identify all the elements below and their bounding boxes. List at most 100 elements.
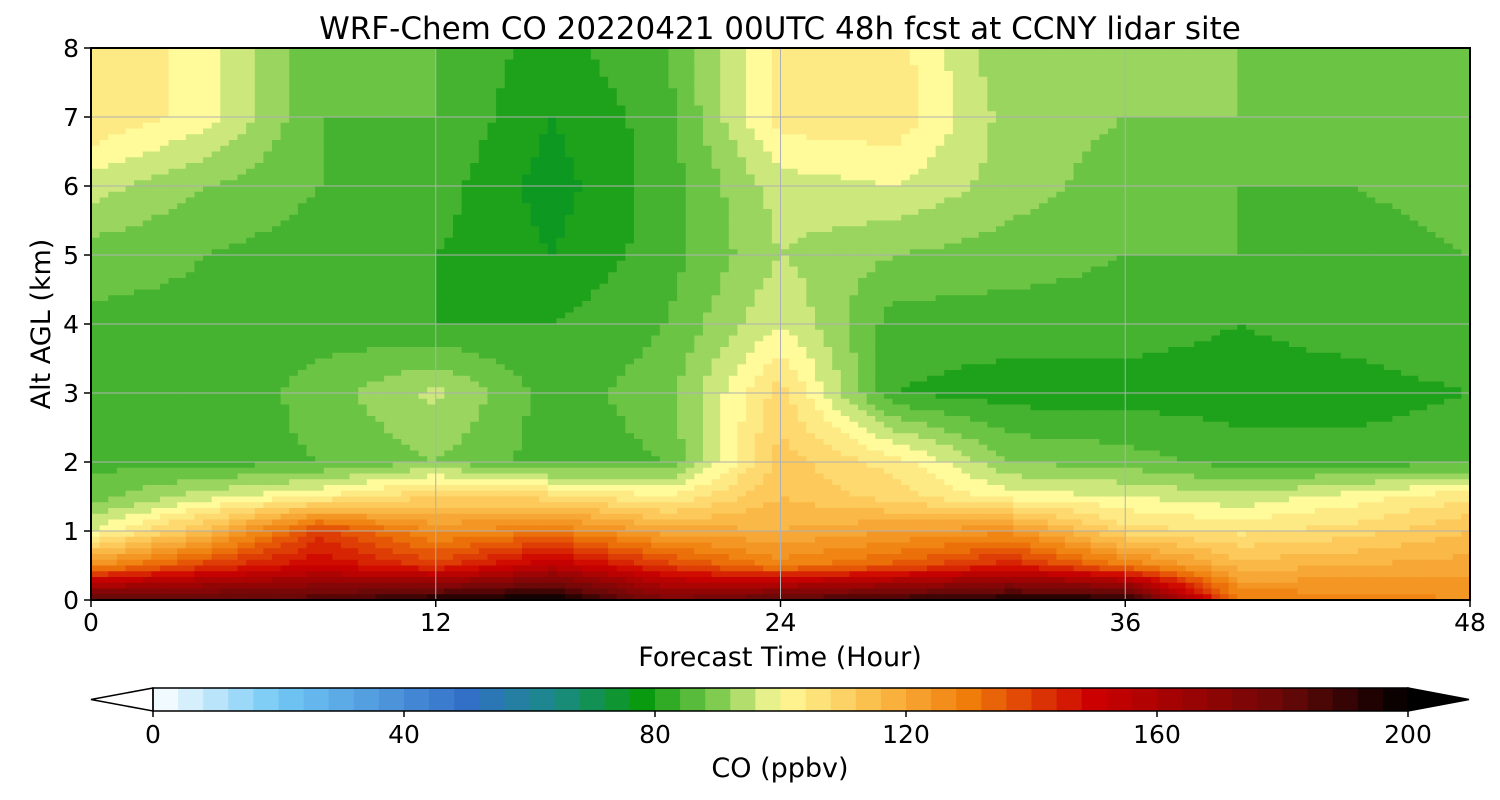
contour-cell [1323, 128, 1333, 135]
contour-cell [1176, 203, 1187, 210]
contour-cell [452, 174, 463, 181]
contour-cell [1332, 140, 1342, 147]
contour-cell [987, 88, 997, 95]
contour-cell [616, 209, 626, 216]
contour-cell [435, 197, 445, 204]
contour-cell [392, 65, 402, 72]
contour-cell [547, 88, 558, 95]
contour-cell [237, 186, 247, 193]
contour-cell [1220, 209, 1230, 216]
contour-cell [271, 82, 282, 89]
contour-cell [409, 94, 420, 101]
contour-cell [1013, 174, 1023, 181]
contour-cell [987, 140, 997, 147]
contour-cell [625, 151, 635, 158]
contour-cell [297, 134, 308, 141]
contour-cell [573, 145, 583, 153]
contour-cell [332, 99, 342, 107]
contour-cell [1383, 180, 1394, 187]
contour-cell [427, 59, 437, 66]
contour-cell [1245, 99, 1256, 107]
contour-cell [1280, 145, 1290, 153]
contour-cell [1263, 48, 1273, 55]
contour-cell [590, 140, 601, 147]
contour-cell [1133, 157, 1144, 164]
contour-cell [461, 140, 471, 147]
contour-cell [1013, 111, 1023, 118]
contour-cell [487, 191, 497, 199]
contour-cell [995, 140, 1006, 147]
contour-cell [832, 197, 842, 204]
contour-cell [1340, 191, 1350, 199]
contour-cell [659, 209, 670, 216]
contour-cell [935, 197, 945, 204]
contour-cell [1116, 59, 1126, 66]
contour-cell [995, 128, 1006, 135]
contour-cell [168, 226, 178, 233]
contour-cell [952, 180, 963, 187]
contour-cell [711, 191, 721, 199]
contour-cell [1357, 214, 1368, 222]
contour-cell [746, 145, 756, 153]
contour-cell [444, 157, 454, 164]
contour-cell [944, 53, 954, 61]
contour-cell [1151, 128, 1161, 135]
contour-cell [858, 105, 868, 112]
contour-cell [935, 168, 945, 176]
contour-cell [987, 128, 997, 135]
contour-cell [1082, 145, 1092, 153]
contour-cell [1004, 82, 1014, 89]
contour-cell [280, 214, 290, 222]
contour-cell [771, 145, 782, 153]
contour-cell [211, 65, 221, 72]
contour-cell [565, 88, 575, 95]
contour-cell [1418, 88, 1428, 95]
contour-cell [1047, 163, 1057, 170]
contour-cell [892, 65, 902, 72]
contour-cell [1108, 94, 1118, 101]
contour-cell [858, 111, 868, 118]
contour-cell [1461, 209, 1470, 216]
contour-cell [1185, 220, 1195, 227]
contour-cell [99, 226, 109, 233]
contour-cell [616, 59, 626, 66]
contour-cell [470, 65, 480, 72]
contour-cell [702, 134, 713, 141]
contour-cell [1185, 151, 1195, 158]
contour-cell [271, 111, 282, 118]
contour-cell [384, 145, 394, 153]
contour-cell [1349, 140, 1359, 147]
contour-cell [1280, 157, 1290, 164]
contour-cell [99, 203, 109, 210]
contour-cell [401, 140, 411, 147]
contour-cell [1289, 180, 1299, 187]
contour-cell [659, 134, 670, 141]
contour-cell [315, 82, 325, 89]
contour-cell [504, 65, 514, 72]
contour-cell [539, 140, 549, 147]
contour-cell [1263, 99, 1273, 107]
contour-cell [1245, 151, 1256, 158]
contour-cell [944, 145, 954, 153]
contour-cell [1185, 111, 1195, 118]
contour-cell [909, 111, 919, 118]
contour-cell [435, 53, 445, 61]
contour-cell [1418, 145, 1428, 153]
contour-cell [840, 209, 851, 216]
contour-cell [254, 82, 264, 89]
contour-cell [159, 140, 170, 147]
contour-cell [521, 48, 532, 55]
contour-cell [504, 48, 514, 55]
contour-cell [694, 134, 704, 141]
contour-cell [1383, 191, 1394, 199]
contour-cell [599, 180, 609, 187]
contour-cell [754, 134, 764, 141]
contour-cell [1176, 220, 1187, 227]
contour-cell [1452, 134, 1462, 141]
contour-cell [220, 82, 230, 89]
contour-cell [1125, 122, 1135, 130]
contour-cell [1254, 71, 1264, 78]
contour-cell [1202, 53, 1213, 61]
contour-cell [780, 157, 790, 164]
contour-cell [797, 163, 807, 170]
